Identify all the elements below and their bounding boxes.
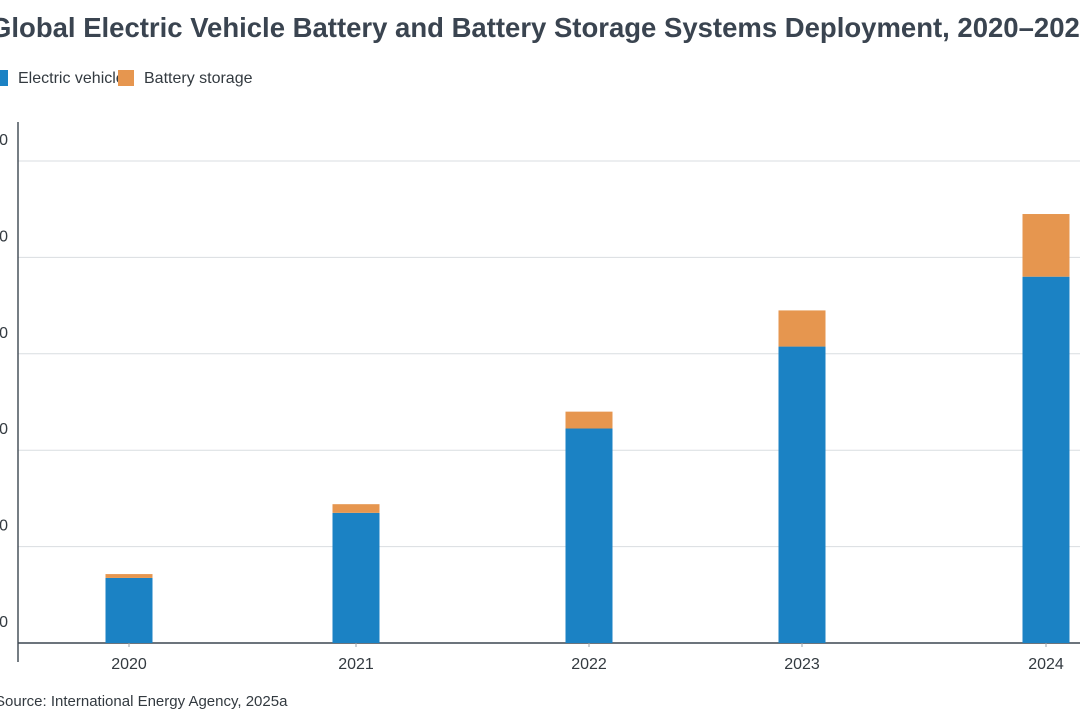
bar-segment-electric-vehicles (332, 512, 380, 643)
bar-segment-electric-vehicles (565, 428, 613, 643)
source-note: Source: International Energy Agency, 202… (0, 693, 288, 710)
bar-segment-electric-vehicles (1022, 276, 1070, 643)
bar-segment-battery-storage (105, 574, 153, 578)
x-tick-label: 2022 (571, 656, 607, 673)
y-tick-label: 400 (0, 421, 8, 438)
x-tick-label: 2021 (338, 656, 374, 673)
x-tick-label: 2024 (1028, 656, 1064, 673)
legend-label-electric-vehicles: Electric vehicles (18, 70, 133, 87)
legend-swatch-battery-storage (118, 70, 134, 86)
bar-segment-battery-storage (565, 411, 613, 429)
bar-segment-battery-storage (1022, 214, 1070, 277)
x-tick-label: 2023 (784, 656, 820, 673)
legend-label-battery-storage: Battery storage (144, 70, 253, 87)
y-tick-label: 600 (0, 325, 8, 342)
chart-title-text: Global Electric Vehicle Battery and Batt… (0, 12, 1080, 43)
chart-title: Global Electric Vehicle Battery and Batt… (0, 8, 1080, 48)
y-tick-label: 0 (0, 614, 8, 631)
bar-segment-battery-storage (332, 504, 380, 513)
bar-segment-electric-vehicles (778, 346, 826, 643)
x-tick-label: 2020 (111, 656, 147, 673)
legend-item-electric-vehicles: Electric vehicles (0, 68, 133, 92)
stacked-bar-chart: 0 200 400 600 800 1,000 2020 2021 2022 2023 2024 (0, 122, 1080, 673)
bar-segment-battery-storage (778, 310, 826, 347)
legend: Electric vehicles Battery storage (0, 68, 320, 92)
legend-swatch-electric-vehicles (0, 70, 8, 86)
y-tick-label: 1,000 (0, 132, 8, 149)
y-tick-label: 800 (0, 228, 8, 245)
y-tick-label: 200 (0, 518, 8, 535)
legend-item-battery-storage: Battery storage (118, 68, 253, 92)
bar-segment-electric-vehicles (105, 577, 153, 643)
